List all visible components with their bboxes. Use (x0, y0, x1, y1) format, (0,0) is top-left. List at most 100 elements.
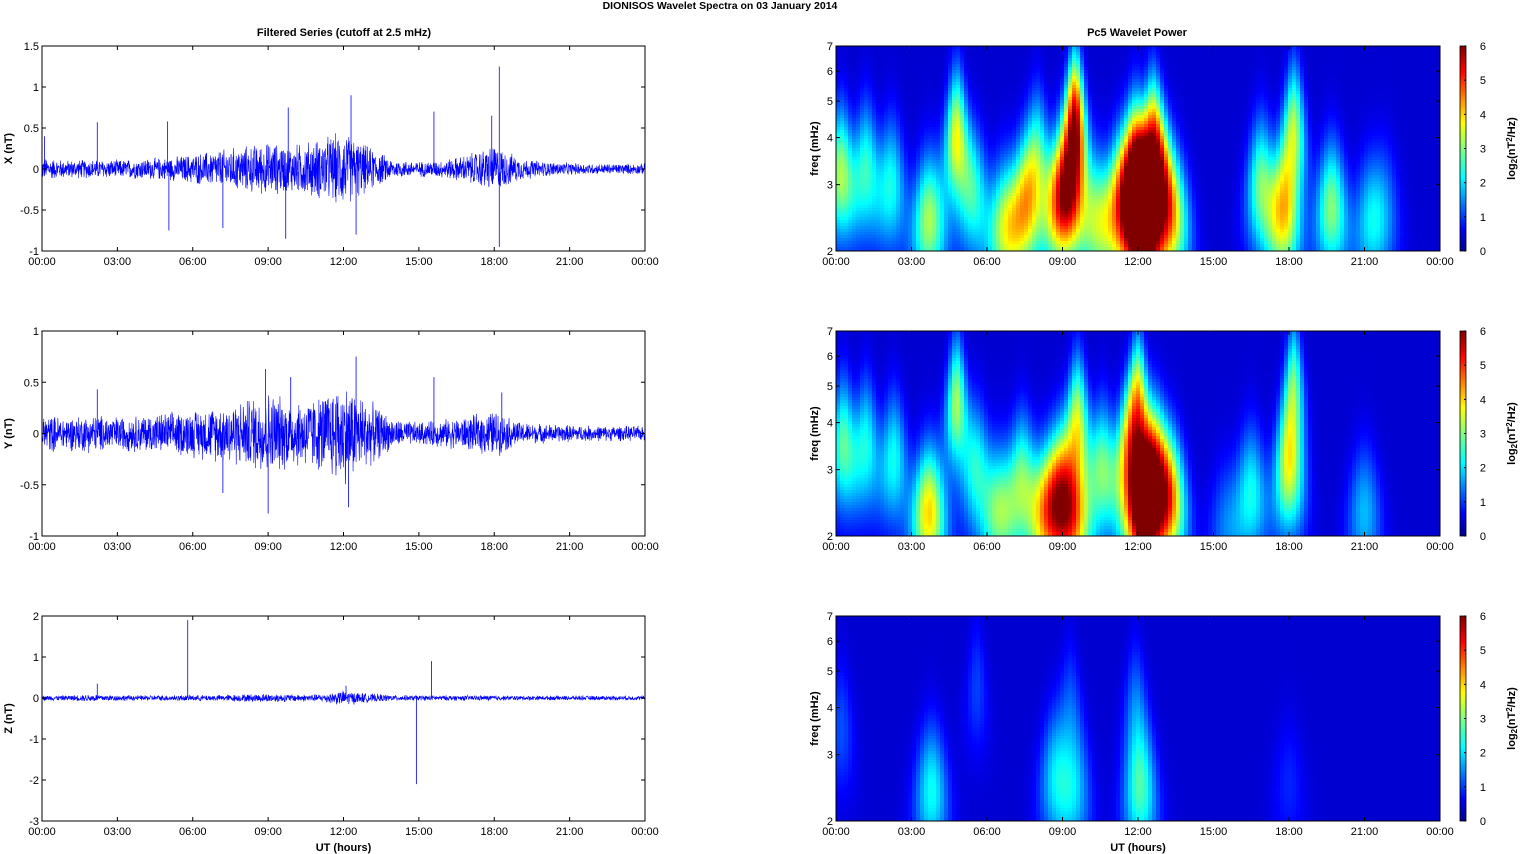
heatmap-cell (1316, 76, 1321, 80)
heatmap-cell (1396, 124, 1401, 128)
heatmap-cell (1204, 64, 1209, 68)
heatmap-cell (1112, 73, 1117, 77)
heatmap-cell (928, 73, 933, 77)
heatmap-cell (1008, 130, 1013, 134)
heatmap-cell (1000, 58, 1005, 62)
heatmap-cell (1348, 82, 1353, 86)
heatmap-cell (1088, 112, 1093, 116)
heatmap-cell (1376, 58, 1381, 62)
heatmap-cell (840, 124, 845, 128)
heatmap-cell (1000, 49, 1005, 53)
heatmap-cell (1196, 55, 1201, 59)
heatmap-cell (1252, 49, 1257, 53)
heatmap-cell (868, 67, 873, 71)
heatmap-cell (856, 49, 861, 53)
heatmap-cell (900, 127, 905, 131)
heatmap-cell (872, 76, 877, 80)
heatmap-cell (996, 64, 1001, 68)
heatmap-cell (1160, 55, 1165, 59)
heatmap-cell (908, 85, 913, 89)
y-tick-label: 1 (33, 652, 39, 664)
heatmap-cell (1196, 49, 1201, 53)
heatmap-cell (1180, 64, 1185, 68)
heatmap-cell (1296, 127, 1301, 131)
heatmap-cell (1228, 61, 1233, 65)
heatmap-cell (1120, 106, 1125, 110)
heatmap-cell (980, 58, 985, 62)
heatmap-cell (1300, 112, 1305, 116)
heatmap-cell (1172, 49, 1177, 53)
heatmap-cell (1072, 67, 1077, 71)
heatmap-cell (1232, 52, 1237, 56)
heatmap-cell (1164, 55, 1169, 59)
heatmap-cell (868, 49, 873, 53)
heatmap-cell (880, 58, 885, 62)
heatmap-cell (1424, 85, 1429, 89)
heatmap-cell (1188, 139, 1193, 143)
heatmap-cell (1164, 127, 1169, 131)
heatmap-cell (1328, 61, 1333, 65)
heatmap-cell (1384, 100, 1389, 104)
heatmap-cell (1072, 112, 1077, 116)
heatmap-cell (908, 130, 913, 134)
heatmap-cell (1132, 112, 1137, 116)
heatmap-cell (1376, 49, 1381, 53)
heatmap-cell (1428, 109, 1433, 113)
heatmap-cell (1124, 124, 1129, 128)
heatmap-cell (968, 58, 973, 62)
heatmap-cell (1344, 61, 1349, 65)
heatmap-cell (1092, 55, 1097, 59)
heatmap-cell (1064, 139, 1069, 143)
heatmap-cell (928, 49, 933, 53)
heatmap-cell (1052, 124, 1057, 128)
heatmap-cell (1336, 49, 1341, 53)
heatmap-cell (1312, 97, 1317, 101)
heatmap-cell (1240, 97, 1245, 101)
heatmap-cell (1192, 52, 1197, 56)
heatmap-cell (1028, 121, 1033, 125)
heatmap-cell (1428, 58, 1433, 62)
heatmap-cell (1396, 82, 1401, 86)
heatmap-cell (1356, 115, 1361, 119)
heatmap-cell (1316, 55, 1321, 59)
heatmap-cell (908, 112, 913, 116)
heatmap-cell (1084, 118, 1089, 122)
heatmap-cell (1108, 133, 1113, 137)
heatmap-cell (1112, 115, 1117, 119)
heatmap-cell (1392, 73, 1397, 77)
heatmap-cell (1224, 127, 1229, 131)
heatmap-cell (1432, 106, 1437, 110)
heatmap-cell (896, 49, 901, 53)
heatmap-cell (1260, 91, 1265, 95)
heatmap-cell (1048, 124, 1053, 128)
heatmap-cell (1400, 70, 1405, 74)
heatmap-cell (1400, 121, 1405, 125)
heatmap-cell (844, 121, 849, 125)
heatmap-cell (1388, 127, 1393, 131)
heatmap-cell (992, 64, 997, 68)
heatmap-cell (1088, 85, 1093, 89)
heatmap-cell (840, 52, 845, 56)
heatmap-cell (1376, 94, 1381, 98)
heatmap-cell (1092, 94, 1097, 98)
heatmap-cell (888, 109, 893, 113)
heatmap-cell (1248, 109, 1253, 113)
heatmap-cell (1060, 118, 1065, 122)
heatmap-cell (1016, 133, 1021, 137)
heatmap-cell (992, 127, 997, 131)
heatmap-cell (1404, 127, 1409, 131)
heatmap-cell (1304, 121, 1309, 125)
heatmap-cell (1428, 88, 1433, 92)
heatmap-cell (1352, 79, 1357, 83)
heatmap-cell (1188, 79, 1193, 83)
left-column-title: Filtered Series (cutoff at 2.5 mHz) (257, 27, 432, 39)
heatmap-cell (984, 100, 989, 104)
heatmap-cell (856, 52, 861, 56)
heatmap-cell (1328, 58, 1333, 62)
heatmap-cell (1276, 85, 1281, 89)
heatmap-cell (1176, 49, 1181, 53)
heatmap-cell (984, 76, 989, 80)
heatmap-cell (1012, 136, 1017, 140)
heatmap-cell (1296, 133, 1301, 137)
